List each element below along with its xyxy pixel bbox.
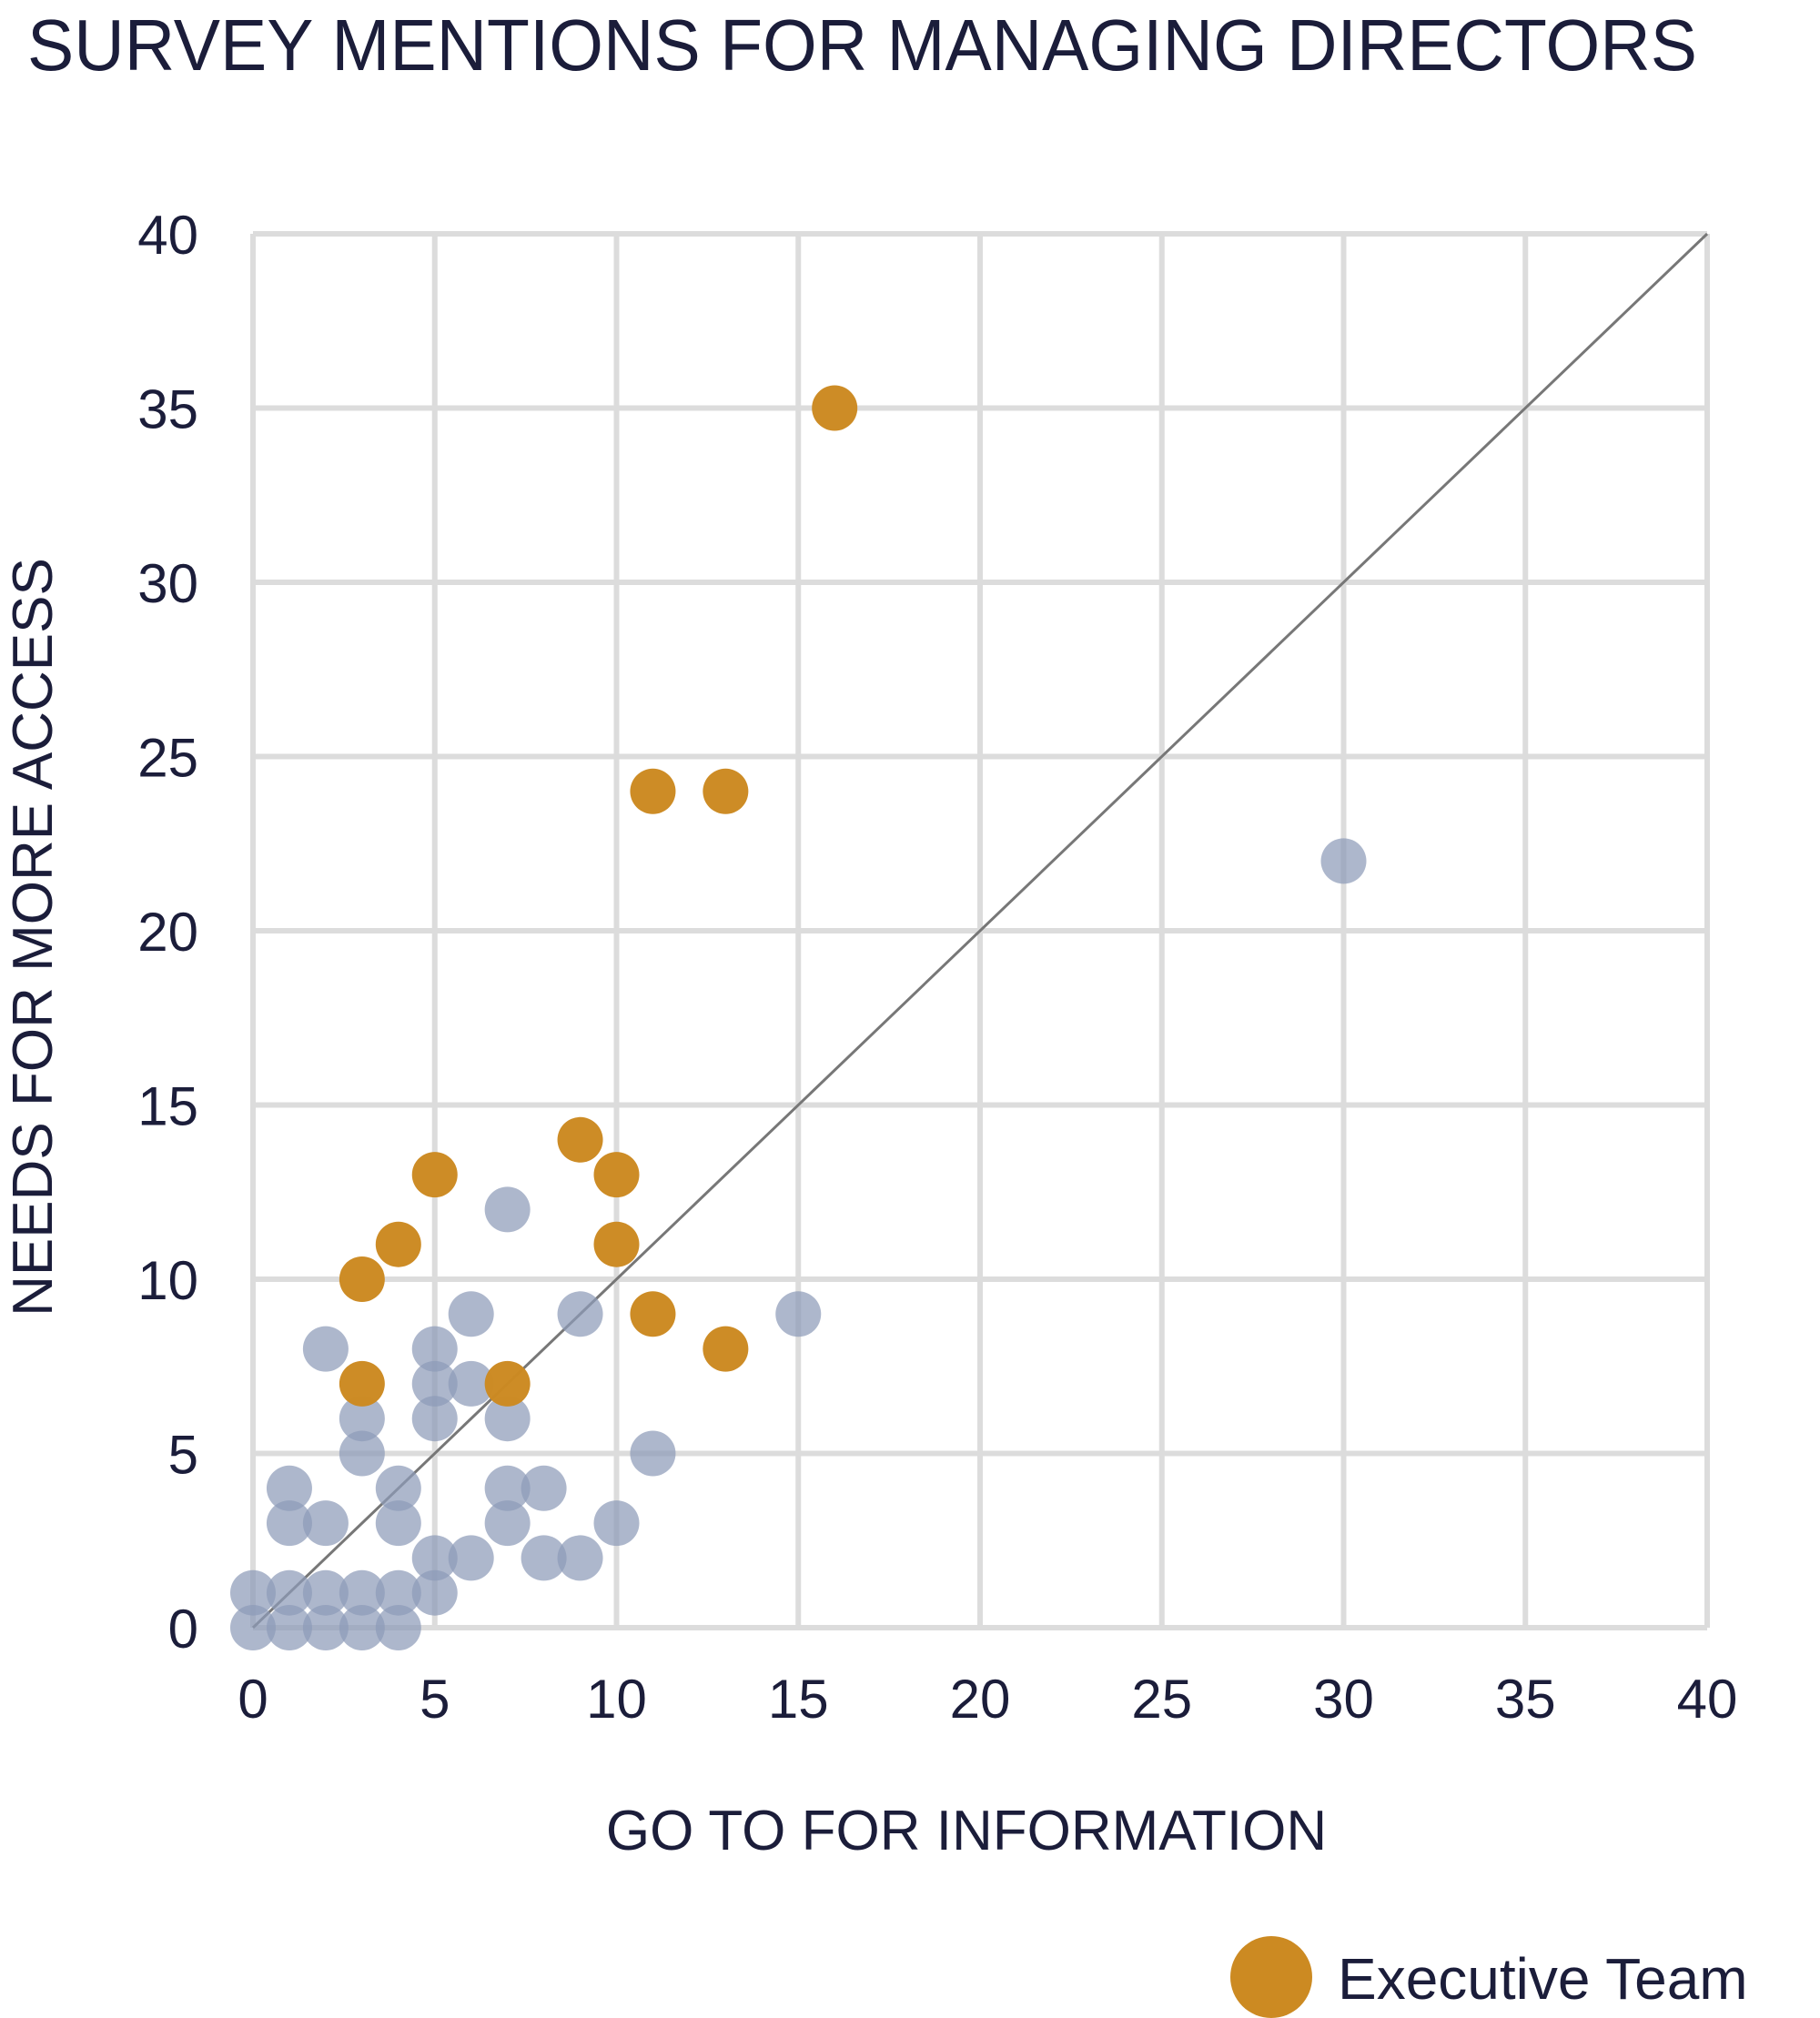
- data-point-other: [484, 1186, 531, 1233]
- y-tick-label: 15: [137, 1076, 198, 1137]
- y-tick-label: 25: [137, 728, 198, 789]
- data-point-other: [339, 1605, 385, 1650]
- data-point-executive-team: [593, 1221, 640, 1267]
- data-point-executive-team: [630, 1291, 676, 1337]
- data-point-other: [375, 1500, 421, 1547]
- y-tick-label: 40: [137, 205, 198, 266]
- data-point-other: [630, 1430, 676, 1477]
- y-axis-title: NEEDS FOR MORE ACCESS: [2, 558, 65, 1317]
- data-point-executive-team: [339, 1256, 385, 1302]
- y-tick-label: 10: [137, 1250, 198, 1311]
- y-tick-label: 20: [137, 902, 198, 963]
- data-point-other: [266, 1605, 312, 1650]
- data-point-other: [775, 1291, 822, 1337]
- data-point-executive-team: [812, 385, 858, 431]
- x-tick-label: 35: [1495, 1669, 1556, 1730]
- x-axis-tick-labels: 0 5 10 15 20 25 30 35 40: [238, 1669, 1737, 1730]
- data-point-other: [230, 1605, 276, 1650]
- y-tick-label: 5: [168, 1425, 198, 1486]
- y-axis-tick-labels: 0 5 10 15 20 25 30 35 40: [137, 205, 198, 1660]
- data-point-other: [302, 1326, 349, 1372]
- x-tick-label: 30: [1313, 1669, 1374, 1730]
- data-point-executive-team: [484, 1360, 531, 1407]
- x-axis-title: GO TO FOR INFORMATION: [606, 1800, 1327, 1862]
- data-point-executive-team: [703, 768, 749, 814]
- data-point-other: [266, 1500, 312, 1547]
- x-tick-label: 0: [238, 1669, 268, 1730]
- data-points: [230, 385, 1367, 1650]
- data-point-other: [411, 1326, 458, 1372]
- legend: Executive Team: [1230, 1936, 1748, 2018]
- data-point-other: [557, 1535, 603, 1581]
- data-point-other: [448, 1291, 494, 1337]
- data-point-executive-team: [630, 768, 676, 814]
- data-point-other: [230, 1569, 276, 1616]
- data-point-other: [375, 1605, 421, 1650]
- data-point-other: [448, 1360, 494, 1407]
- legend-label-executive-team: Executive Team: [1338, 1946, 1748, 2012]
- data-point-other: [339, 1430, 385, 1477]
- data-point-executive-team: [703, 1326, 749, 1372]
- x-tick-label: 10: [586, 1669, 647, 1730]
- data-point-other: [484, 1396, 531, 1442]
- data-point-other: [302, 1569, 349, 1616]
- y-tick-label: 35: [137, 379, 198, 440]
- data-point-other: [557, 1291, 603, 1337]
- data-point-other: [302, 1605, 349, 1650]
- data-point-other: [375, 1569, 421, 1616]
- x-tick-label: 25: [1131, 1669, 1192, 1730]
- data-point-other: [448, 1535, 494, 1581]
- legend-marker-executive-team: [1230, 1936, 1312, 2018]
- chart-title: SURVEY MENTIONS FOR MANAGING DIRECTORS: [27, 5, 1697, 86]
- data-point-other: [339, 1396, 385, 1442]
- x-tick-label: 15: [768, 1669, 829, 1730]
- data-point-other: [1320, 838, 1367, 884]
- data-point-other: [521, 1465, 567, 1511]
- x-tick-label: 40: [1677, 1669, 1738, 1730]
- data-point-other: [375, 1465, 421, 1511]
- data-point-other: [521, 1535, 567, 1581]
- data-point-other: [484, 1465, 531, 1511]
- data-point-other: [411, 1396, 458, 1442]
- data-point-other: [266, 1569, 312, 1616]
- data-point-executive-team: [557, 1116, 603, 1163]
- data-point-other: [411, 1569, 458, 1616]
- data-point-other: [593, 1500, 640, 1547]
- y-tick-label: 30: [137, 553, 198, 614]
- x-tick-label: 20: [950, 1669, 1011, 1730]
- data-point-executive-team: [411, 1152, 458, 1198]
- x-tick-label: 5: [420, 1669, 450, 1730]
- data-point-other: [302, 1500, 349, 1547]
- data-point-executive-team: [339, 1360, 385, 1407]
- data-point-executive-team: [593, 1152, 640, 1198]
- data-point-other: [484, 1500, 531, 1547]
- data-point-executive-team: [375, 1221, 421, 1267]
- data-point-other: [411, 1535, 458, 1581]
- data-point-other: [266, 1465, 312, 1511]
- data-point-other: [411, 1360, 458, 1407]
- y-tick-label: 0: [168, 1599, 198, 1660]
- data-point-other: [339, 1569, 385, 1616]
